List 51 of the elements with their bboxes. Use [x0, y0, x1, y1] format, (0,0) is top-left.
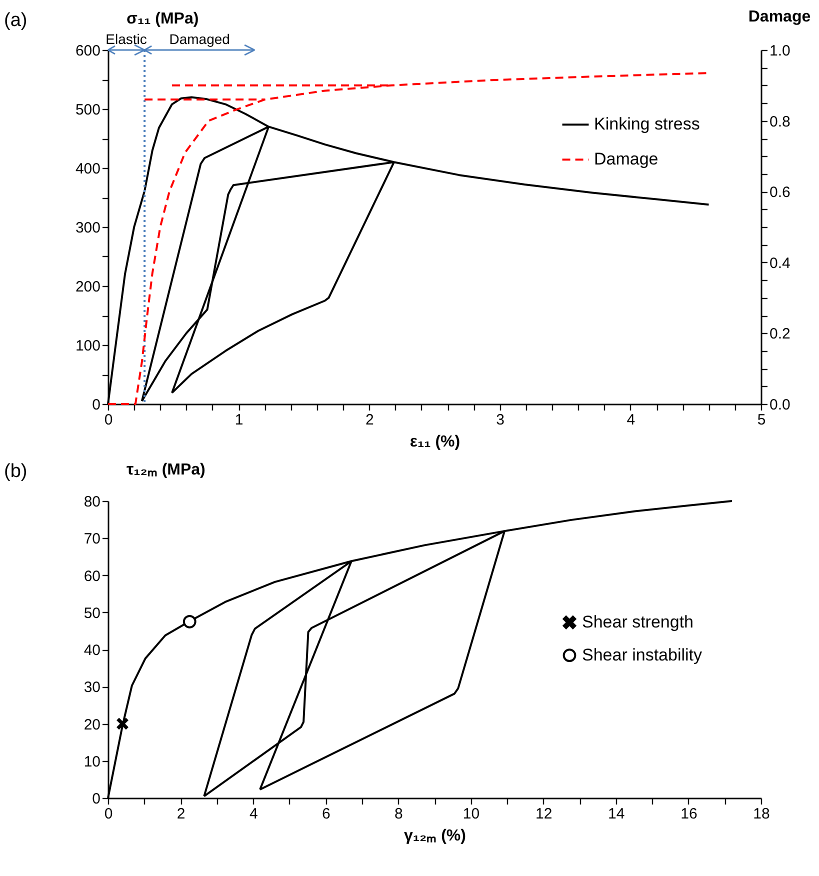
- y-tick-label: 400: [75, 160, 100, 178]
- text: Elastic: [106, 31, 147, 47]
- legend-label: Damage: [594, 150, 658, 169]
- y-tick-label: 300: [75, 220, 100, 236]
- y-tick-label: 60: [84, 568, 100, 585]
- x-tick-label: 4: [249, 806, 258, 822]
- y-tick-label: 500: [75, 102, 100, 118]
- legend-label: Shear instability: [582, 645, 703, 664]
- x-tick-label: 14: [608, 806, 625, 822]
- y-tick-label: 0: [92, 790, 100, 808]
- y-tick-label: 30: [84, 679, 100, 696]
- x-tick-label: 18: [753, 806, 770, 822]
- y2-tick-label: 0.8: [770, 113, 790, 130]
- y-tick-label: 100: [75, 338, 100, 354]
- x-tick-label: 4: [626, 412, 636, 428]
- x-tick-label: 1: [234, 412, 244, 428]
- x-tick-label: 6: [322, 806, 330, 822]
- x-axis-title: γ₁₂ₘ (%): [404, 828, 466, 844]
- y2-tick-label: 0.4: [770, 254, 790, 272]
- x-tick-label: 2: [176, 806, 186, 822]
- y2-tick-label: 1.0: [770, 42, 790, 60]
- y-axis-title: σ₁₁ (MPa): [126, 10, 199, 28]
- y2-axis-title: Damage: [748, 8, 811, 26]
- legend-label: Kinking stress: [594, 114, 700, 134]
- y-tick-label: 0: [92, 396, 100, 414]
- x-tick-label: 0: [104, 806, 113, 822]
- x-tick-label: 5: [757, 412, 766, 428]
- x-tick-label: 3: [496, 412, 504, 428]
- y-axis-title: τ₁₂ₘ (MPa): [126, 462, 206, 478]
- y-tick-label: 10: [84, 753, 100, 770]
- y2-tick-label: 0.2: [770, 326, 790, 343]
- legend-label: Shear strength: [582, 612, 694, 632]
- y-tick-label: 50: [84, 604, 100, 622]
- x-tick-label: 16: [680, 806, 698, 822]
- x-tick-label: 12: [535, 806, 552, 822]
- x-tick-label: 10: [462, 806, 480, 822]
- x-tick-label: 2: [366, 412, 374, 428]
- y-tick-label: 200: [75, 278, 100, 296]
- text: Damaged: [169, 31, 230, 47]
- y-tick-label: 70: [84, 530, 100, 548]
- x-axis-title: ε₁₁ (%): [410, 434, 460, 450]
- text: (b): [4, 461, 28, 482]
- x-tick-label: 0: [104, 412, 113, 428]
- y2-tick-label: 0.0: [770, 396, 790, 414]
- y-tick-label: 80: [84, 494, 100, 510]
- x-tick-label: 8: [394, 806, 403, 822]
- y-tick-label: 20: [84, 716, 100, 734]
- y-tick-label: 40: [84, 642, 100, 659]
- y-tick-label: 600: [75, 42, 100, 60]
- text: (a): [4, 10, 28, 31]
- y2-tick-label: 0.6: [770, 184, 790, 202]
